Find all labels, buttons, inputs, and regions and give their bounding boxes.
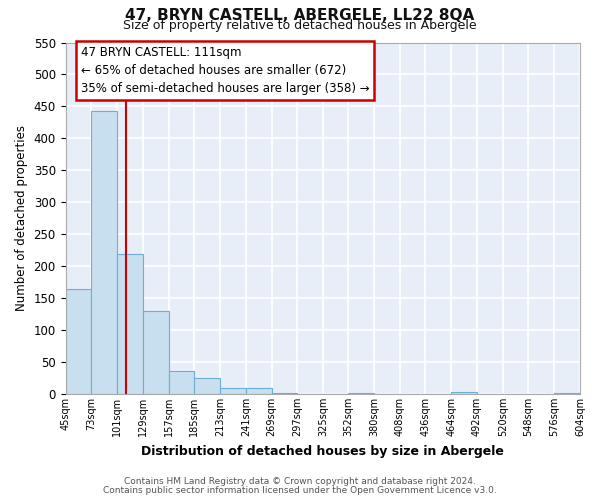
Bar [194,378,220,394]
Text: Size of property relative to detached houses in Abergele: Size of property relative to detached ho… [123,18,477,32]
Bar [272,392,298,394]
Bar [348,392,374,394]
Bar [220,388,246,394]
Bar [91,111,117,394]
Bar [65,288,91,394]
Bar [554,392,580,394]
X-axis label: Distribution of detached houses by size in Abergele: Distribution of detached houses by size … [142,444,504,458]
Text: Contains HM Land Registry data © Crown copyright and database right 2024.: Contains HM Land Registry data © Crown c… [124,477,476,486]
Text: 47 BRYN CASTELL: 111sqm
← 65% of detached houses are smaller (672)
35% of semi-d: 47 BRYN CASTELL: 111sqm ← 65% of detache… [81,46,370,95]
Text: Contains public sector information licensed under the Open Government Licence v3: Contains public sector information licen… [103,486,497,495]
Bar [169,371,194,394]
Bar [117,254,143,394]
Bar [451,392,477,394]
Y-axis label: Number of detached properties: Number of detached properties [15,126,28,312]
Text: 47, BRYN CASTELL, ABERGELE, LL22 8QA: 47, BRYN CASTELL, ABERGELE, LL22 8QA [125,8,475,22]
Bar [246,388,272,394]
Bar [143,311,169,394]
